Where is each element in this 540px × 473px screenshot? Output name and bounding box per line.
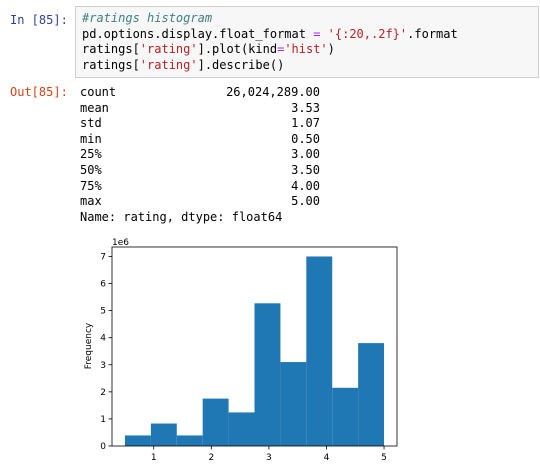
stat-row-max: max 5.00 — [80, 194, 320, 210]
axes-frame — [111, 246, 398, 447]
code-text: ratings[ — [82, 57, 140, 72]
stat-label: max — [80, 194, 102, 209]
stat-label: count — [80, 85, 117, 99]
stat-row-75: 75% 4.00 — [80, 179, 320, 195]
histogram-bar-2 — [150, 423, 177, 446]
y-tick-label: 6 — [100, 280, 106, 290]
stat-row-mean: mean 3.53 — [80, 101, 320, 117]
code-input-cell[interactable]: #ratings histogram pd.options.display.flo… — [75, 6, 539, 78]
code-text: ratings[ — [82, 42, 140, 56]
x-tick-label: 1 — [151, 453, 157, 463]
code-string: 'rating' — [139, 57, 198, 72]
stat-row-25: 25% 3.00 — [80, 147, 320, 163]
histogram-bar-6 — [254, 303, 281, 446]
histogram-bar-4 — [202, 398, 229, 446]
stat-value: 3.53 — [291, 100, 320, 115]
stat-row-std: std 1.07 — [80, 116, 320, 132]
x-tick-label: 2 — [208, 453, 214, 463]
y-tick-label: 3 — [100, 361, 106, 371]
code-comment: #ratings histogram — [82, 11, 213, 25]
code-text: ) — [327, 42, 335, 56]
y-offset-label: 1e6 — [112, 238, 129, 248]
series-footer: Name: rating, dtype: float64 — [80, 209, 283, 224]
code-line-describe: ratings['rating'].describe() — [82, 58, 458, 74]
histogram-chart: 1 2 3 4 5 0 1 2 3 4 5 6 7 1e6 Frequency — [84, 238, 398, 463]
x-tick-label: 5 — [381, 453, 387, 463]
code-line-comment: #ratings histogram — [82, 11, 458, 27]
input-prompt: In [85]: — [10, 13, 68, 27]
histogram-bar-10 — [358, 343, 385, 446]
code-text: pd.options.display.float_format — [82, 26, 314, 41]
stat-value: 1.07 — [291, 116, 320, 131]
histogram-bar-5 — [228, 412, 255, 446]
x-tick-label: 4 — [324, 453, 330, 463]
histogram-bars — [124, 256, 385, 446]
y-tick-label: 7 — [100, 252, 106, 262]
code-line-plot: ratings['rating'].plot(kind='hist') — [82, 42, 458, 58]
describe-output: count 26,024,289.00 mean 3.53 std 1.07 min 0… — [80, 85, 320, 225]
x-tick-label: 3 — [266, 453, 272, 463]
stat-label: std — [80, 116, 102, 131]
histogram-bar-1 — [124, 435, 151, 446]
y-tick-label: 0 — [100, 442, 106, 452]
code-lines: #ratings histogram pd.options.display.flo… — [82, 11, 458, 73]
x-axis-ticks: 1 2 3 4 5 — [151, 446, 387, 463]
stat-value: 26,024,289.00 — [226, 85, 320, 99]
stat-value: 4.00 — [291, 178, 320, 193]
code-text: ].plot(kind — [197, 42, 278, 56]
stat-label: mean — [80, 100, 109, 115]
stat-row-count: count 26,024,289.00 — [80, 85, 320, 101]
code-string: 'hist' — [284, 42, 328, 56]
code-text: ].describe() — [197, 57, 285, 72]
stat-row-50: 50% 3.50 — [80, 163, 320, 179]
histogram-bar-8 — [306, 256, 333, 446]
y-tick-label: 2 — [100, 388, 106, 398]
code-operator: = — [277, 42, 285, 56]
y-tick-label: 1 — [100, 415, 106, 425]
y-axis-ticks: 0 1 2 3 4 5 6 7 — [100, 252, 112, 452]
code-line-float-format: pd.options.display.float_format = '{:20,… — [82, 27, 458, 43]
y-tick-label: 5 — [100, 307, 106, 317]
histogram-bar-7 — [280, 362, 307, 446]
code-text — [320, 27, 327, 41]
stat-value: 0.50 — [291, 131, 320, 146]
stat-label: 50% — [80, 162, 102, 177]
stat-label: 75% — [80, 178, 102, 193]
code-string: 'rating' — [139, 42, 198, 56]
stat-value: 3.50 — [291, 162, 320, 177]
stat-value: 5.00 — [291, 194, 320, 209]
code-string: '{:20,.2f}' — [327, 26, 408, 41]
code-operator: = — [313, 26, 321, 41]
output-prompt: Out[85]: — [10, 85, 68, 99]
stat-label: 25% — [80, 147, 102, 162]
code-text: .format — [407, 26, 458, 41]
histogram-bar-9 — [332, 387, 359, 446]
y-tick-label: 4 — [100, 334, 106, 344]
stat-label: min — [80, 131, 102, 146]
histogram-bar-3 — [176, 435, 203, 446]
stat-value: 3.00 — [291, 147, 320, 162]
y-axis-label: Frequency — [84, 322, 94, 369]
stat-row-min: min 0.50 — [80, 132, 320, 148]
